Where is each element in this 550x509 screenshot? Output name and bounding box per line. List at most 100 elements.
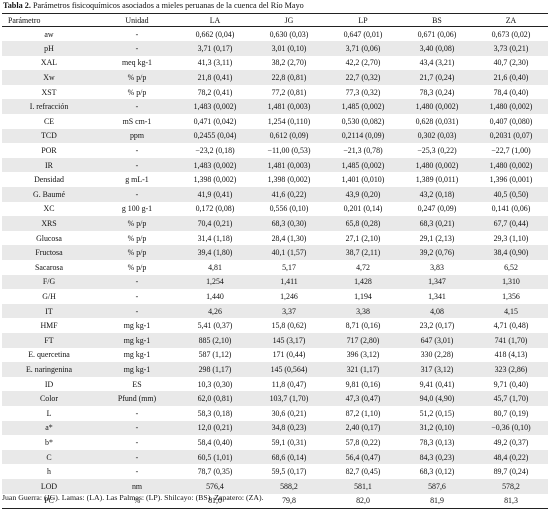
cell-la: 1,398 (0,002) <box>193 175 237 185</box>
cell-lp: 3,71 (0,06) <box>326 41 400 56</box>
cell-parametro: pH <box>2 41 96 56</box>
cell-unidad: % p/p <box>96 70 178 85</box>
cell-lp: 0,2114 (0,09) <box>326 128 400 144</box>
cell-za: 9,71 (0,40) <box>493 379 529 389</box>
cell-bs: 31,2 (0,10) <box>400 420 474 436</box>
cell-jg: 1,481 (0,003) <box>252 157 326 173</box>
cell-parametro: HMF <box>40 321 58 331</box>
header-lp: LP <box>326 13 400 27</box>
cell-jg: 0,612 (0,09) <box>252 128 326 144</box>
cell-lp: 581,1 <box>326 478 400 494</box>
cell-bs: 21,7 (0,24) <box>400 70 474 85</box>
cell-parametro: Sacarosa <box>34 262 64 272</box>
table-row: PC% 81,0 79,8 82,0 81,9 81,3 <box>2 493 548 509</box>
header-bs: BS <box>400 13 474 27</box>
cell-bs: 1,341 <box>428 291 446 301</box>
table-row: TCD ppm 0,2455 (0,04) 0,612 (0,09) 0,2114 (0… <box>2 128 548 144</box>
cell-bs: 43,2 (0,18) <box>400 187 474 202</box>
cell-za: 1,480 (0,002) <box>474 99 548 115</box>
cell-jg: 38,2 (2,70) <box>271 58 307 68</box>
cell-lp: 1,401 (0,010) <box>341 175 385 185</box>
cell-bs: 39,2 (0,76) <box>400 245 474 260</box>
cell-parametro: a* <box>2 420 96 436</box>
cell-bs: 317 (3,12) <box>400 362 474 377</box>
cell-la: 885 (2,10) <box>178 332 252 348</box>
cell-jg: 1,411 <box>252 274 326 290</box>
cell-parametro: C <box>2 449 96 465</box>
cell-unidad: - <box>135 437 139 447</box>
cell-unidad: - <box>135 291 139 301</box>
cell-la: 62,0 (0,81) <box>178 391 252 406</box>
cell-za: 0,2031 (0,07) <box>474 128 548 144</box>
cell-za: 45,7 (1,70) <box>474 391 548 406</box>
cell-bs: 0,247 (0,09) <box>417 204 457 214</box>
cell-la: 21,8 (0,41) <box>178 70 252 85</box>
cell-za: 21,6 (0,40) <box>474 70 548 85</box>
table-row: a* -12,0 (0,21) 34,8 (0,23) 2,40 (0,17) 31,2… <box>2 420 548 436</box>
table-row: XRS% p/p 70,4 (0,21) 68,3 (0,30) 65,8 (0,28… <box>2 216 548 231</box>
cell-jg: 11,8 (0,47) <box>271 379 307 389</box>
cell-jg: 15,8 (0,62) <box>271 321 307 331</box>
cell-bs: 51,2 (0,15) <box>419 408 455 418</box>
cell-za: 38,4 (0,90) <box>474 245 548 260</box>
cell-la: 0,172 (0,08) <box>195 204 235 214</box>
cell-jg: 3,01 (0,10) <box>252 41 326 56</box>
cell-za: 1,356 <box>502 291 520 301</box>
cell-za: 29,3 (1,10) <box>493 233 529 243</box>
cell-jg: 22,8 (0,81) <box>252 70 326 85</box>
cell-la: 41,3 (3,11) <box>197 58 233 68</box>
cell-lp: 321 (1,17) <box>326 362 400 377</box>
cell-jg: 1,398 (0,002) <box>267 175 311 185</box>
cell-lp: 47,3 (0,47) <box>326 391 400 406</box>
cell-lp: −21,3 (0,78) <box>343 146 383 156</box>
cell-jg: 103,7 (1,70) <box>252 391 326 406</box>
cell-jg: 3,37 <box>252 303 326 319</box>
cell-bs: 0,302 (0,03) <box>400 128 474 144</box>
cell-la: 1,483 (0,002) <box>178 99 252 115</box>
cell-bs: 23,2 (0,17) <box>419 321 455 331</box>
cell-bs: 0,671 (0,06) <box>417 29 457 39</box>
table-row: h - 78,7 (0,35) 59,5 (0,17) 82,7 (0,45) 68,3 … <box>2 464 548 479</box>
cell-parametro: F/G <box>2 274 96 290</box>
cell-unidad: % p/p <box>127 262 147 272</box>
cell-unidad: mg kg-1 <box>96 332 178 348</box>
cell-lp: 27,1 (2,10) <box>345 233 381 243</box>
cell-bs: 9,41 (0,41) <box>419 379 455 389</box>
table-row: XAL meq kg-1 41,3 (3,11) 38,2 (2,70) 42,2 (2… <box>2 56 548 71</box>
cell-za: 80,7 (0,19) <box>493 408 529 418</box>
cell-jg: 40,1 (1,57) <box>252 245 326 260</box>
cell-unidad: % p/p <box>127 233 147 243</box>
cell-parametro: aw <box>44 29 54 39</box>
cell-la: 0,2455 (0,04) <box>178 128 252 144</box>
table-footnote: Juan Guerra: (JG). Lamas: (LA). Las Palm… <box>2 493 264 502</box>
cell-jg: 28,4 (1,30) <box>271 233 307 243</box>
table-row: FT mg kg-1 885 (2,10) 145 (3,17) 717 (2,80) 6… <box>2 332 548 348</box>
cell-unidad: - <box>96 420 178 436</box>
cell-parametro: IR <box>2 157 96 173</box>
cell-bs: 43,4 (3,21) <box>419 58 455 68</box>
cell-la: 78,7 (0,35) <box>197 467 233 477</box>
table-row: IT -4,26 3,37 3,38 4,08 4,15 <box>2 303 548 319</box>
table-row: IR -1,483 (0,002) 1,481 (0,003) 1,485 (0,00… <box>2 157 548 173</box>
cell-unidad: mg kg-1 <box>123 321 151 331</box>
cell-jg: 59,1 (0,31) <box>271 437 307 447</box>
cell-unidad: - <box>135 467 139 477</box>
table-row: b* - 58,4 (0,40) 59,1 (0,31) 57,8 (0,22) 78,3… <box>2 435 548 450</box>
cell-jg: 588,2 <box>252 478 326 494</box>
cell-za: 4,15 <box>474 303 548 319</box>
cell-parametro: G/H <box>42 291 56 301</box>
table-row: ID ES 10,3 (0,30) 11,8 (0,47) 9,81 (0,16) 9,4… <box>2 377 548 392</box>
cell-bs: 78,3 (0,24) <box>419 87 455 97</box>
cell-bs: 1,347 <box>400 274 474 290</box>
table-row: Xw% p/p 21,8 (0,41) 22,8 (0,81) 22,7 (0,32)… <box>2 70 548 85</box>
cell-za: −0,36 (0,10) <box>474 420 548 436</box>
cell-bs: 94,0 (4,90) <box>400 391 474 406</box>
cell-jg: 1,246 <box>280 291 298 301</box>
parameters-table: Parámetro Unidad LA JG LP BS ZA aw - 0,662… <box>2 13 548 509</box>
table-row: pH -3,71 (0,17) 3,01 (0,10) 3,71 (0,06) 3,40… <box>2 41 548 56</box>
cell-unidad: - <box>96 41 178 56</box>
table-row: G/H - 1,440 1,246 1,194 1,341 1,356 <box>2 289 548 304</box>
cell-la: 60,5 (1,01) <box>178 449 252 465</box>
cell-lp: 396 (3,12) <box>346 350 380 360</box>
cell-parametro: FT <box>2 332 96 348</box>
